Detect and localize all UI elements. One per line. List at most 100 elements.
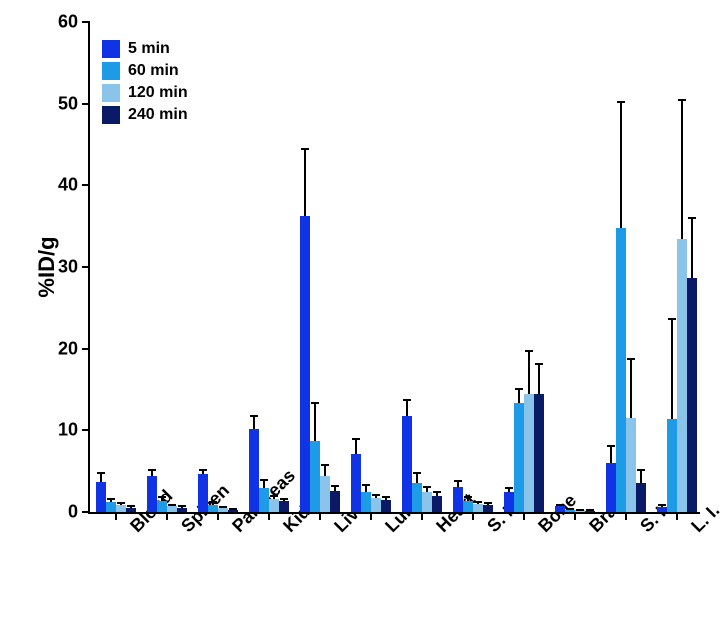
error-bar (671, 319, 673, 419)
error-cap (576, 509, 584, 511)
y-tick-label: 10 (58, 420, 90, 441)
bar (677, 239, 687, 512)
y-tick-label: 40 (58, 175, 90, 196)
error-bar (406, 400, 408, 416)
bar (514, 403, 524, 512)
error-cap (637, 469, 645, 471)
bar (687, 278, 697, 512)
error-cap (229, 508, 237, 510)
x-tick-label: Bone (527, 512, 552, 537)
error-cap (678, 99, 686, 101)
bar-group (402, 416, 442, 512)
error-bar (171, 505, 173, 507)
error-bar (334, 486, 336, 491)
error-bar (263, 480, 265, 487)
bar-group (249, 429, 289, 512)
bar (626, 418, 636, 512)
error-bar (120, 503, 122, 505)
error-cap (607, 445, 615, 447)
x-tick-label: Liver (323, 512, 348, 537)
bar (320, 476, 330, 512)
error-cap (413, 472, 421, 474)
bar (555, 506, 565, 512)
error-bar (202, 470, 204, 474)
bar (412, 483, 422, 512)
error-cap (515, 388, 523, 390)
error-bar (130, 506, 132, 508)
error-cap (403, 399, 411, 401)
error-bar (151, 470, 153, 476)
error-cap (148, 469, 156, 471)
legend-label: 60 min (128, 62, 179, 80)
legend: 5 min60 min120 min240 min (102, 40, 188, 128)
error-cap (658, 504, 666, 506)
error-cap (117, 502, 125, 504)
error-cap (209, 501, 217, 503)
x-tick-label: Heart (425, 512, 450, 537)
error-cap (352, 438, 360, 440)
error-bar (559, 505, 561, 506)
x-tick (472, 512, 474, 520)
error-cap (107, 498, 115, 500)
error-bar (620, 102, 622, 228)
error-bar (487, 503, 489, 505)
error-bar (304, 149, 306, 217)
bar (351, 454, 361, 512)
error-cap (372, 494, 380, 496)
error-bar (110, 499, 112, 502)
bar (504, 492, 514, 512)
bar (228, 510, 238, 512)
legend-label: 5 min (128, 40, 170, 58)
error-bar (661, 505, 663, 507)
bar (300, 216, 310, 512)
error-bar (385, 497, 387, 500)
error-cap (260, 479, 268, 481)
error-bar (436, 492, 438, 495)
bar (657, 507, 667, 512)
error-cap (454, 480, 462, 482)
bar (453, 487, 463, 512)
legend-swatch (102, 62, 120, 80)
error-bar (161, 497, 163, 501)
bar (310, 441, 320, 512)
error-bar (232, 509, 234, 510)
bar (126, 508, 136, 512)
error-bar (222, 507, 224, 508)
error-bar (375, 495, 377, 498)
bar-group (96, 482, 136, 512)
y-tick-label: 0 (68, 502, 90, 523)
x-tick (676, 512, 678, 520)
bar (402, 416, 412, 512)
bar (371, 498, 381, 512)
y-axis-title: %ID/g (34, 236, 60, 297)
error-cap (321, 464, 329, 466)
legend-swatch (102, 40, 120, 58)
x-tick (370, 512, 372, 520)
error-bar (283, 499, 285, 501)
x-tick-label: Lung (374, 512, 399, 537)
error-bar (457, 481, 459, 487)
error-bar (508, 488, 510, 493)
error-bar (640, 470, 642, 483)
error-cap (270, 495, 278, 497)
bar (330, 491, 340, 512)
error-cap (627, 358, 635, 360)
error-cap (178, 505, 186, 507)
error-cap (331, 485, 339, 487)
legend-label: 120 min (128, 84, 188, 102)
bar (96, 482, 106, 512)
error-bar (477, 502, 479, 504)
bar (249, 429, 259, 512)
error-bar (630, 359, 632, 418)
error-bar (314, 403, 316, 441)
bar (636, 483, 646, 512)
x-tick-label: L. I. (680, 512, 705, 537)
bar-group (657, 239, 697, 512)
legend-item: 5 min (102, 40, 188, 58)
bar (106, 502, 116, 512)
bar (463, 501, 473, 512)
error-cap (301, 148, 309, 150)
bar (473, 504, 483, 512)
error-cap (168, 504, 176, 506)
x-tick (268, 512, 270, 520)
